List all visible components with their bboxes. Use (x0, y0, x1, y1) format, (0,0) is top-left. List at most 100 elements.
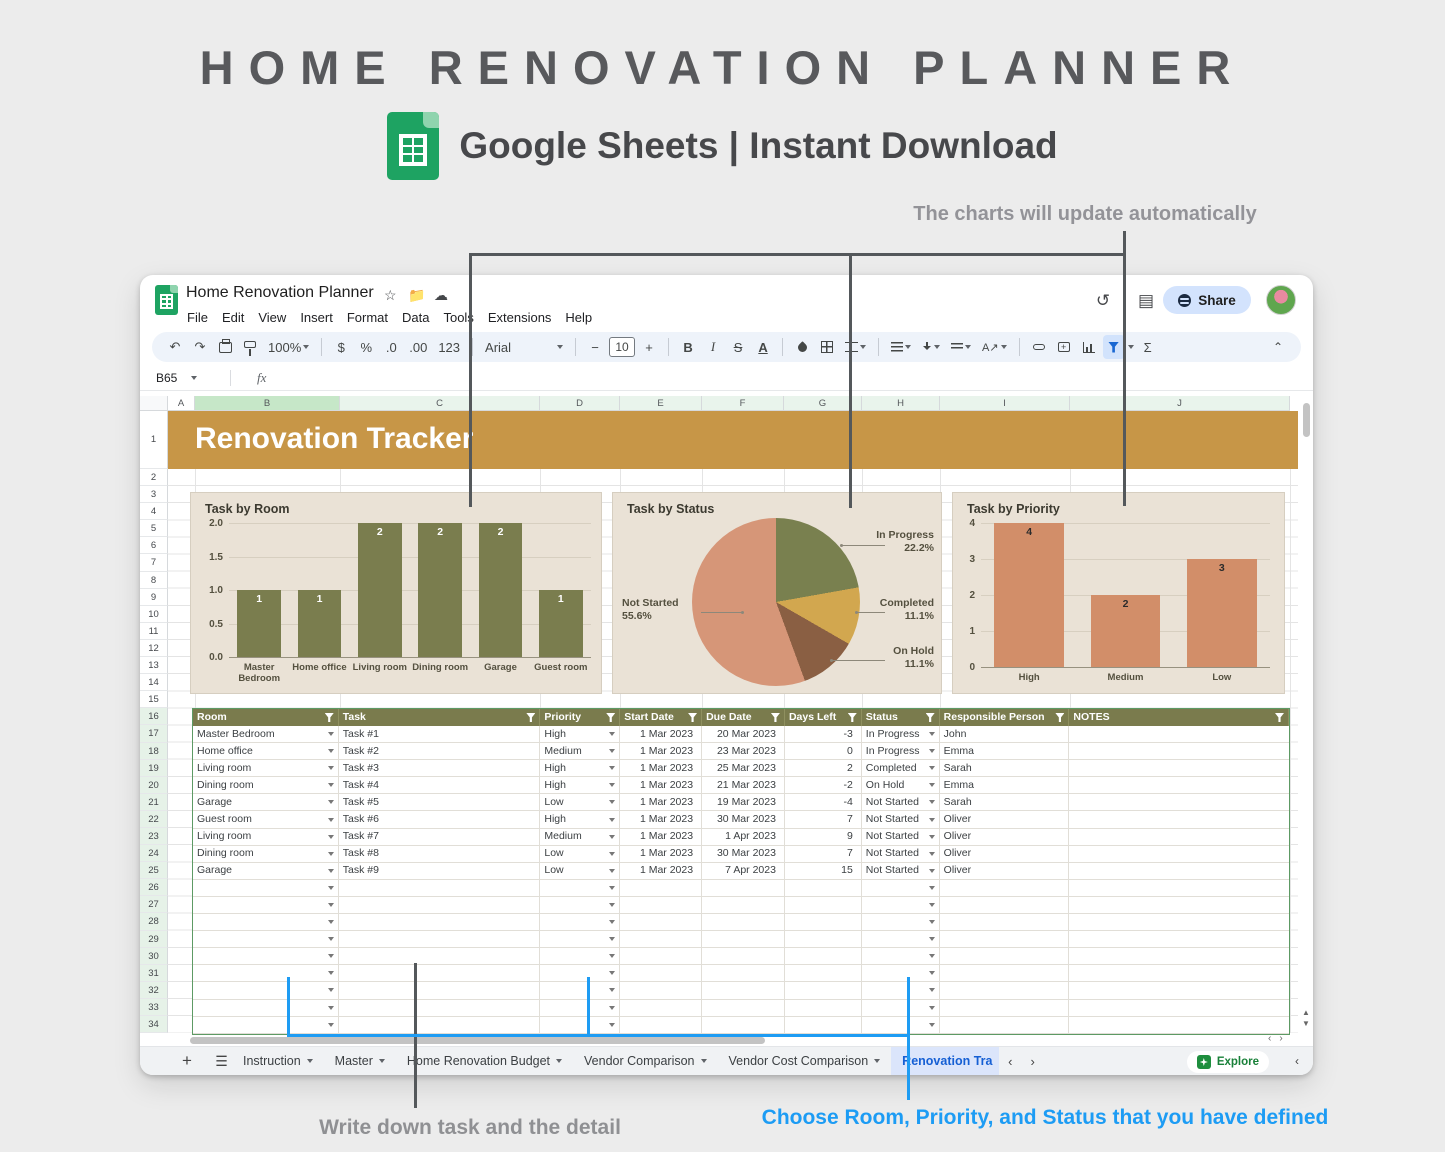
dropdown-icon[interactable] (327, 783, 334, 788)
dropdown-icon[interactable] (928, 971, 935, 976)
cell-notes[interactable] (1069, 863, 1289, 879)
cell-person[interactable]: Sarah (940, 760, 1070, 777)
cell-room[interactable]: Guest room (193, 811, 339, 828)
cell-task[interactable]: Task #4 (339, 777, 541, 794)
table-header-notes[interactable]: NOTES (1069, 709, 1289, 726)
scroll-arrows[interactable]: ‹› (1268, 1033, 1291, 1044)
print-icon[interactable] (214, 335, 236, 359)
cell-priority[interactable] (540, 982, 621, 999)
filter-icon[interactable] (606, 713, 616, 722)
cell-room[interactable]: Dining room (193, 845, 339, 862)
row-header[interactable]: 7 (140, 554, 168, 572)
dropdown-icon[interactable] (609, 920, 616, 925)
column-header-G[interactable]: G (784, 396, 862, 411)
cell-start-date[interactable]: 1 Mar 2023 (620, 777, 703, 794)
cell-person[interactable] (940, 879, 1070, 896)
dropdown-icon[interactable] (928, 732, 935, 737)
cell-person[interactable] (940, 896, 1070, 914)
cell-due-date[interactable] (702, 948, 785, 965)
cell-task[interactable] (339, 914, 541, 931)
dropdown-icon[interactable] (928, 988, 935, 993)
cell-due-date[interactable] (702, 1016, 785, 1033)
cell-days-left[interactable] (785, 896, 862, 914)
row-header[interactable]: 12 (140, 639, 168, 658)
undo-icon[interactable]: ↶ (169, 339, 181, 354)
cell-room[interactable] (193, 914, 339, 931)
cell-priority[interactable]: High (540, 777, 621, 794)
dropdown-icon[interactable] (609, 1005, 616, 1010)
cell-due-date[interactable]: 30 Mar 2023 (702, 845, 785, 862)
cell-start-date[interactable]: 1 Mar 2023 (620, 862, 703, 879)
row-header[interactable]: 32 (140, 981, 168, 999)
cell-task[interactable] (339, 931, 541, 948)
row-header[interactable]: 16 (140, 708, 168, 726)
row-header[interactable]: 34 (140, 1016, 168, 1034)
vertical-scrollbar[interactable] (1303, 403, 1310, 437)
cell-task[interactable]: Task #8 (339, 845, 541, 862)
cell-status[interactable]: In Progress (862, 743, 940, 760)
cell-notes[interactable] (1069, 726, 1289, 742)
cell-task[interactable]: Task #9 (339, 862, 541, 879)
cell-notes[interactable] (1069, 760, 1289, 776)
dropdown-icon[interactable] (928, 902, 935, 907)
dropdown-icon[interactable] (327, 749, 334, 754)
cell-priority[interactable]: Medium (540, 828, 621, 845)
dropdown-icon[interactable] (609, 851, 616, 856)
dropdown-icon[interactable] (609, 766, 616, 771)
cell-task[interactable] (339, 948, 541, 965)
cell-status[interactable]: Not Started (862, 794, 940, 811)
cell-start-date[interactable]: 1 Mar 2023 (620, 845, 703, 862)
sheet-tab[interactable]: Vendor Comparison (573, 1047, 717, 1076)
sheet-tab[interactable]: Home Renovation Budget (396, 1047, 573, 1076)
sheet-tab[interactable]: Master (324, 1047, 396, 1076)
cell-room[interactable] (193, 879, 339, 896)
bold-button[interactable]: B (683, 339, 693, 355)
cell-notes[interactable] (1069, 811, 1289, 827)
text-wrap-icon[interactable] (947, 335, 975, 359)
column-header-D[interactable]: D (540, 396, 620, 411)
cell-days-left[interactable] (785, 965, 862, 982)
dropdown-icon[interactable] (327, 902, 334, 907)
dropdown-icon[interactable] (928, 1005, 935, 1010)
column-header-J[interactable]: J (1070, 396, 1290, 411)
cell-days-left[interactable] (785, 982, 862, 999)
tab-scroll-right-icon[interactable]: › (1030, 1053, 1035, 1069)
cell-notes[interactable] (1069, 880, 1289, 896)
cell-start-date[interactable]: 1 Mar 2023 (620, 760, 703, 777)
menu-item[interactable]: View (258, 310, 287, 325)
filter-icon[interactable] (324, 713, 334, 722)
dropdown-icon[interactable] (928, 817, 935, 822)
dropdown-icon[interactable] (327, 800, 334, 805)
dropdown-icon[interactable] (609, 1022, 616, 1027)
dropdown-icon[interactable] (609, 817, 616, 822)
dropdown-icon[interactable] (327, 851, 334, 856)
horizontal-scrollbar[interactable] (190, 1037, 765, 1044)
cell-status[interactable] (862, 999, 940, 1016)
cell-priority[interactable] (540, 931, 621, 948)
dropdown-icon[interactable] (928, 920, 935, 925)
cell-room[interactable] (193, 1016, 339, 1033)
cell-days-left[interactable]: 7 (785, 811, 862, 828)
menu-item[interactable]: Format (346, 310, 388, 325)
cell-task[interactable]: Task #1 (339, 726, 541, 743)
dropdown-icon[interactable] (609, 732, 616, 737)
explore-button[interactable]: Explore (1186, 1051, 1269, 1073)
filter-icon[interactable] (925, 713, 935, 722)
row-header[interactable]: 25 (140, 862, 168, 880)
cell-due-date[interactable] (702, 965, 785, 982)
cell-notes[interactable] (1069, 931, 1289, 947)
add-sheet-icon[interactable]: + (182, 1051, 192, 1070)
column-header-I[interactable]: I (940, 396, 1070, 411)
dropdown-icon[interactable] (609, 902, 616, 907)
table-header-priority[interactable]: Priority (540, 709, 621, 726)
menu-item[interactable]: Extensions (487, 310, 552, 325)
cell-due-date[interactable] (702, 896, 785, 914)
cell-person[interactable] (940, 1016, 1070, 1033)
cell-room[interactable]: Home office (193, 743, 339, 760)
cell-status[interactable] (862, 931, 940, 948)
cell-task[interactable] (339, 896, 541, 914)
dropdown-icon[interactable] (609, 783, 616, 788)
cell-due-date[interactable]: 20 Mar 2023 (702, 726, 785, 743)
cell-person[interactable] (940, 999, 1070, 1016)
table-header-due-date[interactable]: Due Date (702, 709, 785, 726)
